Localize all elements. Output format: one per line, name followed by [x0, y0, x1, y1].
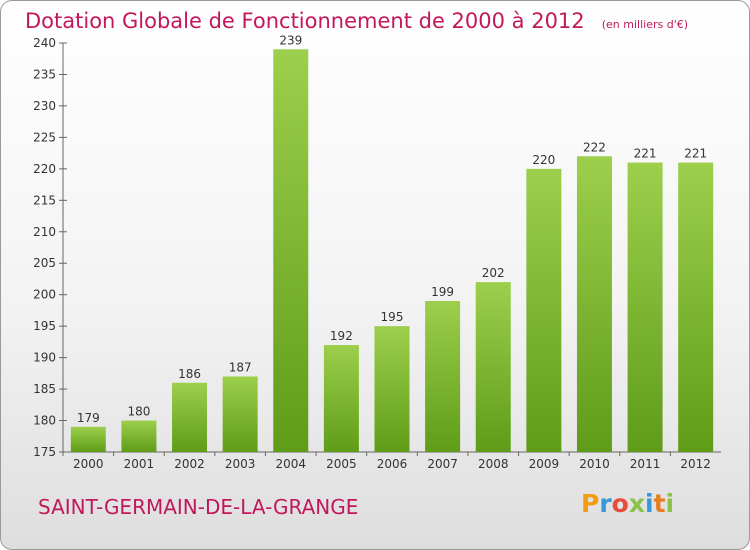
data-label: 180	[127, 405, 150, 419]
bar-2001	[121, 420, 157, 452]
data-label: 195	[381, 310, 404, 324]
y-tick-label: 220	[33, 162, 56, 176]
logo-letter: o	[611, 489, 629, 518]
y-tick-label: 225	[33, 130, 56, 144]
x-tick-label: 2008	[478, 457, 509, 471]
data-label: 192	[330, 329, 353, 343]
logo-letter: i	[665, 489, 675, 518]
x-tick-label: 2003	[225, 457, 256, 471]
x-tick-label: 2000	[73, 457, 104, 471]
x-tick-label: 2010	[579, 457, 610, 471]
bar-2004	[273, 49, 309, 453]
y-tick-label: 205	[33, 256, 56, 270]
y-tick-label: 240	[33, 36, 56, 50]
logo-letter: r	[599, 489, 612, 518]
data-label: 220	[532, 153, 555, 167]
data-label: 179	[77, 411, 100, 425]
y-tick-label: 235	[33, 67, 56, 81]
bar-2002	[172, 382, 208, 452]
bar-2009	[526, 168, 562, 452]
x-tick-label: 2009	[529, 457, 560, 471]
y-tick-label: 175	[33, 445, 56, 459]
y-tick-label: 230	[33, 99, 56, 113]
y-tick-label: 215	[33, 193, 56, 207]
y-tick-label: 210	[33, 225, 56, 239]
data-label: 222	[583, 140, 606, 154]
data-label: 187	[229, 360, 252, 374]
x-tick-label: 2006	[377, 457, 408, 471]
y-tick-label: 185	[33, 382, 56, 396]
logo-letter: t	[653, 489, 666, 518]
proxiti-logo: Proxiti	[581, 489, 674, 518]
bars: 179 180 186 187 239 192 195 199 202 220 222 221 221	[70, 33, 714, 453]
bar-2006	[374, 326, 410, 452]
bar-2003	[222, 376, 258, 452]
data-label: 221	[634, 147, 657, 161]
bar-2011	[627, 162, 663, 453]
x-tick-label: 2011	[630, 457, 661, 471]
bar-2007	[425, 300, 461, 452]
logo-letter: P	[581, 489, 600, 518]
data-label: 186	[178, 367, 201, 381]
x-tick-label: 2012	[680, 457, 711, 471]
bar-2012	[678, 162, 714, 453]
axes: 175 180 185 190 195 200 205 210 215 220 225 230 235 2…	[33, 36, 721, 471]
y-tick-label: 180	[33, 414, 56, 428]
bar-2000	[70, 426, 106, 452]
data-label: 239	[279, 33, 302, 47]
chart-title: Dotation Globale de Fonctionnement de 20…	[25, 9, 585, 33]
x-tick-label: 2002	[174, 457, 205, 471]
chart-title-block: Dotation Globale de Fonctionnement de 20…	[25, 9, 688, 33]
commune-name: SAINT-GERMAIN-DE-LA-GRANGE	[38, 495, 359, 519]
data-label: 199	[431, 285, 454, 299]
bar-2008	[475, 282, 511, 452]
data-label: 221	[684, 147, 707, 161]
logo-letter: i	[645, 489, 654, 518]
logo-letter: x	[628, 489, 645, 518]
bar-2010	[576, 156, 612, 452]
x-tick-label: 2004	[275, 457, 306, 471]
data-label: 202	[482, 266, 505, 280]
x-tick-label: 2001	[124, 457, 155, 471]
x-tick-label: 2005	[326, 457, 357, 471]
y-tick-label: 195	[33, 319, 56, 333]
y-tick-label: 200	[33, 288, 56, 302]
x-tick-label: 2007	[427, 457, 458, 471]
chart-unit: (en milliers d'€)	[601, 18, 689, 31]
bar-2005	[323, 345, 359, 452]
y-tick-label: 190	[33, 351, 56, 365]
